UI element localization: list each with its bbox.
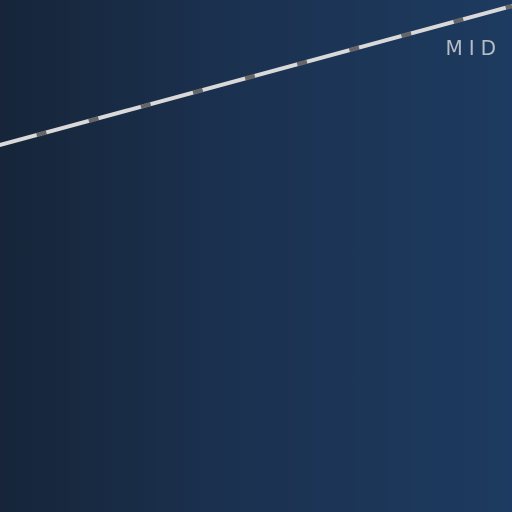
mid-label: MID	[445, 36, 502, 60]
